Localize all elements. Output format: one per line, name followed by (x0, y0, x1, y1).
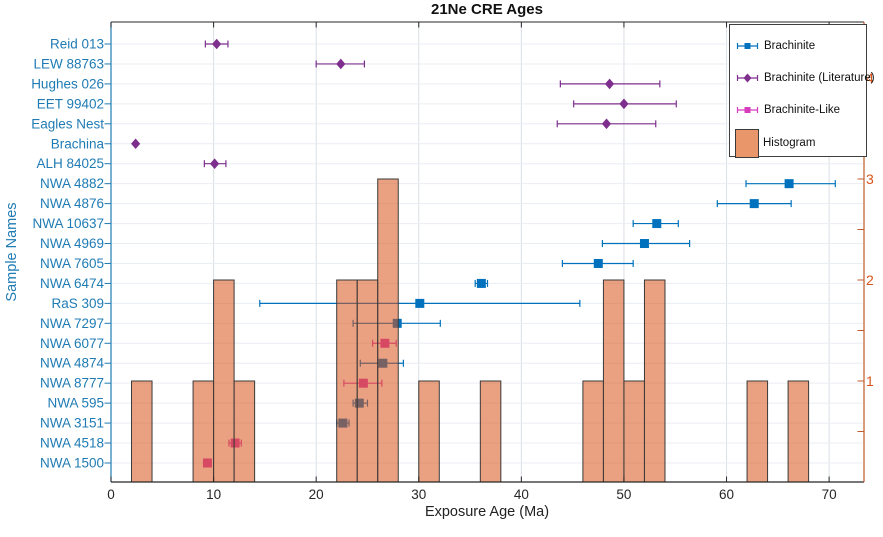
histogram-swatch (735, 128, 759, 158)
sample-errorbar-nwa-10637 (632, 219, 679, 229)
legend-item-histogram: Histogram (735, 126, 866, 160)
x-tick-label: 0 (107, 487, 115, 502)
sample-errorbar-ras-309 (259, 298, 581, 308)
sample-label: NWA 4876 (40, 196, 104, 211)
chart-title: 21Ne CRE Ages (431, 1, 543, 18)
sample-label: NWA 595 (47, 396, 104, 411)
histogram-bar (418, 380, 440, 483)
sample-label: NWA 3151 (40, 416, 104, 431)
x-axis-label: Exposure Age (Ma) (425, 504, 549, 520)
right-tick-label: 1 (866, 373, 874, 389)
sample-errorbar-nwa-4882 (745, 179, 836, 189)
sample-label: RaS 309 (51, 296, 104, 311)
sample-label: EET 99402 (37, 96, 104, 111)
sample-label: NWA 4969 (40, 236, 104, 251)
sample-errorbar-hughes-026 (559, 78, 661, 90)
histogram-bar (602, 279, 625, 483)
y-axis-label: Sample Names (4, 202, 20, 301)
diamond-marker (210, 158, 220, 170)
sample-label: NWA 4518 (40, 436, 104, 451)
sample-errorbar-nwa-7605 (561, 258, 634, 268)
sample-label: Hughes 026 (31, 76, 104, 91)
x-tick-label: 30 (411, 487, 426, 502)
sample-label: Reid 013 (50, 37, 104, 52)
histogram-bar (336, 279, 358, 483)
histogram-bar (233, 380, 256, 483)
sample-label: NWA 4874 (40, 356, 105, 371)
axis-ticks (104, 22, 864, 482)
x-tick-label: 50 (616, 487, 631, 502)
x-tick-label: 70 (822, 487, 837, 502)
axis-tick-labels: 0 10 20 30 40 50 60 70 Reid 013 LEW 88763 Hughes 0… (31, 37, 874, 503)
histogram-bar (356, 279, 379, 483)
diamond-marker (619, 98, 629, 110)
sample-label: Brachina (51, 136, 105, 151)
right-tick-label: 4 (866, 70, 874, 86)
sample-label: Eagles Nest (31, 116, 104, 131)
sample-label: NWA 7605 (40, 256, 104, 271)
x-tick-label: 60 (719, 487, 734, 502)
square-marker (476, 278, 486, 288)
legend: Brachinite Brachinite (Literature) Brach… (729, 24, 875, 160)
sample-label: LEW 88763 (33, 56, 104, 71)
histogram-bar (623, 380, 645, 483)
sample-errorbar-brachina (131, 138, 141, 150)
sample-errorbar-nwa-6474 (474, 278, 489, 288)
sample-label: NWA 6077 (40, 336, 104, 351)
histogram-bar (213, 279, 235, 483)
legend-item-brachinite: Brachinite (735, 30, 866, 62)
sample-label: ALH 84025 (36, 156, 104, 171)
legend-label: Brachinite (Literature) (764, 72, 875, 84)
x-tick-label: 40 (514, 487, 529, 502)
sample-label: NWA 1500 (40, 455, 104, 470)
sample-label: NWA 10637 (32, 216, 104, 231)
x-tick-label: 20 (309, 487, 324, 502)
diamond-marker (131, 138, 141, 150)
legend-label: Histogram (763, 137, 816, 149)
blue-square-errorbar-icon (736, 43, 759, 49)
sample-errorbar-eagles-nest (556, 118, 657, 130)
square-marker (415, 298, 425, 308)
legend-item-brachinite-like: Brachinite-Like (735, 94, 866, 126)
square-marker (749, 199, 759, 209)
sample-errorbar-eet-99402 (573, 98, 677, 110)
histogram-bar (377, 178, 399, 483)
histogram-bar (192, 380, 215, 483)
histogram-bar (746, 380, 769, 483)
sample-errorbar-alh-84025 (203, 158, 227, 170)
sample-label: NWA 7297 (40, 316, 104, 331)
sample-label: NWA 8777 (40, 376, 104, 391)
sample-errorbar-nwa-4969 (601, 239, 691, 249)
square-marker (652, 219, 662, 229)
square-marker (639, 239, 649, 249)
legend-label: Brachinite (764, 40, 816, 52)
magenta-square-errorbar-icon (736, 107, 759, 113)
histogram-bar (643, 279, 666, 483)
purple-diamond-errorbar-icon (736, 73, 759, 83)
legend-item-brachinite-literature: Brachinite (Literature) (735, 62, 875, 94)
sample-label: NWA 4882 (40, 176, 104, 191)
histogram-bar (582, 380, 604, 483)
diamond-marker (212, 38, 222, 50)
histogram-bar (479, 380, 502, 483)
histogram-bar (787, 380, 810, 483)
sample-label: NWA 6474 (40, 276, 105, 291)
sample-errorbar-reid-013 (204, 38, 229, 50)
diamond-marker (604, 78, 615, 90)
histogram-bars (131, 178, 810, 483)
sample-errorbar-nwa-4876 (716, 199, 792, 209)
legend-label: Brachinite-Like (764, 104, 841, 116)
histogram-bar (131, 380, 153, 483)
right-tick-label: 3 (866, 171, 874, 187)
x-tick-label: 10 (206, 487, 221, 502)
diamond-marker (601, 118, 612, 130)
diamond-marker (336, 58, 346, 70)
square-marker (784, 179, 794, 189)
sample-errorbar-lew-88763 (315, 58, 365, 70)
right-tick-label: 2 (866, 272, 874, 288)
square-marker (593, 258, 603, 268)
